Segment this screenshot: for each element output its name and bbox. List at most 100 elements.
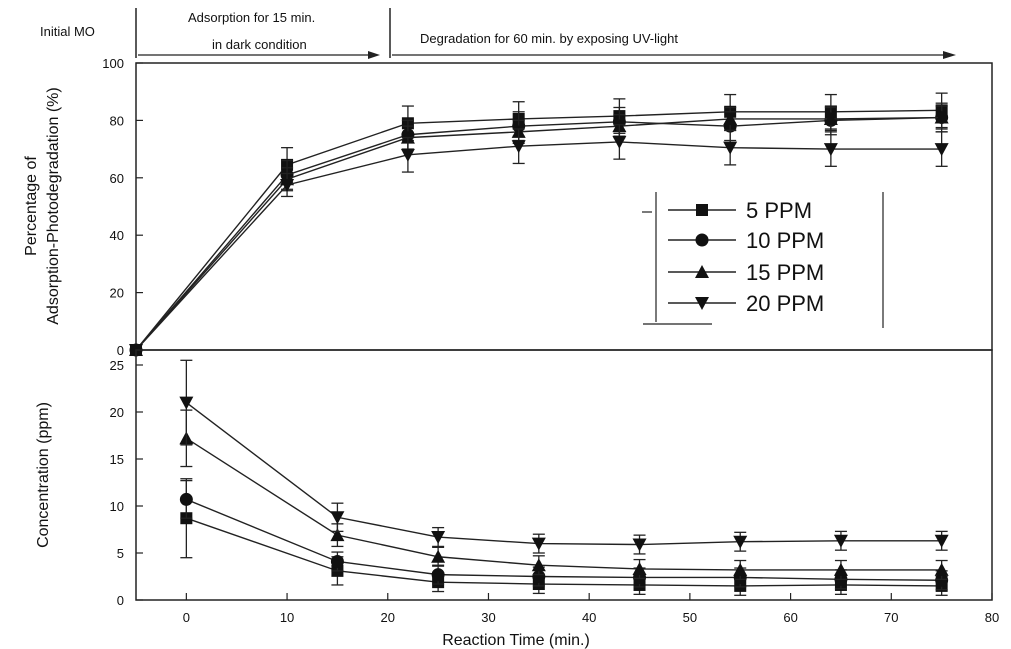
bottom-y-tick-label: 10 <box>110 499 124 514</box>
x-tick-label: 20 <box>381 610 395 625</box>
legend-entry-2: 15 PPM <box>668 260 824 285</box>
legend-label: 5 PPM <box>746 198 812 223</box>
legend-label: 15 PPM <box>746 260 824 285</box>
bottom-series-line <box>185 402 942 546</box>
legend-entry-3: 20 PPM <box>668 291 824 316</box>
bottom-data-point <box>531 558 546 572</box>
bottom-series-group <box>179 359 949 596</box>
top-data-point <box>934 110 949 124</box>
top-data-point <box>823 143 838 157</box>
bottom-data-point <box>632 561 647 575</box>
top-series-line <box>135 116 942 351</box>
top-y-axis: 0 20 40 60 80 100 <box>102 56 143 358</box>
top-data-point <box>400 148 415 162</box>
top-data-point <box>934 143 949 157</box>
top-y-tick-label: 40 <box>110 228 124 243</box>
bottom-data-point <box>532 570 546 583</box>
top-series-3 <box>129 124 949 357</box>
top-series-2 <box>129 105 949 356</box>
bottom-series-2 <box>179 409 949 580</box>
bottom-data-point <box>330 528 345 542</box>
top-ylabel-line1: Percentage of <box>23 156 40 256</box>
bottom-series-1 <box>179 479 949 591</box>
bottom-data-point <box>935 573 949 587</box>
legend-label: 20 PPM <box>746 291 824 316</box>
x-tick-label: 70 <box>884 610 898 625</box>
top-series-1 <box>129 102 949 357</box>
bottom-data-point <box>733 535 748 549</box>
bottom-plot-frame <box>135 349 993 601</box>
adsorption-label-line2: in dark condition <box>212 37 307 52</box>
bottom-data-point <box>833 534 848 548</box>
adsorption-arrowhead <box>368 51 380 59</box>
top-data-point <box>511 140 526 154</box>
bottom-y-tick-label: 0 <box>117 593 124 608</box>
legend-entry-0: 5 PPM <box>668 198 812 223</box>
top-data-point <box>612 135 627 149</box>
bottom-data-point <box>179 492 193 506</box>
bottom-data-point <box>330 554 344 568</box>
bottom-y-axis: 0 5 10 15 20 25 <box>110 358 143 608</box>
bottom-data-point <box>833 562 848 576</box>
legend-marker <box>695 233 709 247</box>
bottom-data-point <box>179 396 194 410</box>
top-y-tick-label: 80 <box>110 113 124 128</box>
top-series-0 <box>130 92 948 356</box>
top-data-point <box>280 178 295 192</box>
top-data-point <box>723 141 738 155</box>
bottom-data-point <box>934 534 949 548</box>
degradation-label: Degradation for 60 min. by exposing UV-l… <box>420 31 678 46</box>
bottom-data-point <box>733 562 748 576</box>
top-plot-frame <box>135 62 993 351</box>
bottom-y-tick-label: 5 <box>117 546 124 561</box>
top-y-tick-label: 20 <box>110 286 124 301</box>
initial-mo-label: Initial MO <box>40 24 95 39</box>
top-y-tick-label: 60 <box>110 171 124 186</box>
bottom-data-point <box>934 562 949 576</box>
bottom-y-tick-label: 25 <box>110 358 124 373</box>
x-tick-label: 50 <box>683 610 697 625</box>
top-ylabel-line2: Adsorption-Photodegradation (%) <box>45 87 62 324</box>
top-series-group <box>129 92 949 357</box>
bottom-y-tick-label: 15 <box>110 452 124 467</box>
bottom-y-tick-label: 20 <box>110 405 124 420</box>
top-panel: 0 20 40 60 80 100 Percentage of Adsorption-Ph… <box>23 56 993 358</box>
bottom-series-line <box>186 498 942 581</box>
bottom-data-point <box>632 538 647 552</box>
top-series-line <box>135 141 942 351</box>
bottom-series-3 <box>179 359 949 555</box>
legend-entry-1: 10 PPM <box>668 228 824 253</box>
top-series-line <box>135 116 942 351</box>
degradation-arrowhead <box>943 51 956 59</box>
legend-label: 10 PPM <box>746 228 824 253</box>
bottom-data-point <box>431 531 446 545</box>
legend: 5 PPM 10 PPM 15 PPM 20 PPM <box>642 192 884 328</box>
legend-marker <box>696 204 708 216</box>
bottom-series-line <box>185 437 942 571</box>
bottom-data-point <box>330 511 345 525</box>
x-tick-label: 0 <box>183 610 190 625</box>
adsorption-label-line1: Adsorption for 15 min. <box>188 10 315 25</box>
top-y-tick-label: 100 <box>102 56 124 71</box>
top-series-line <box>135 109 942 351</box>
phase-header: Initial MO Adsorption for 15 min. in dar… <box>40 8 956 59</box>
bottom-series-line <box>186 517 942 587</box>
x-tick-label: 10 <box>280 610 294 625</box>
x-tick-label: 40 <box>582 610 596 625</box>
bottom-x-axis: 0 10 20 30 40 50 60 70 80 <box>183 593 999 625</box>
x-tick-label: 30 <box>481 610 495 625</box>
bottom-xlabel: Reaction Time (min.) <box>442 632 590 649</box>
bottom-panel: 0 5 10 15 20 25 0 10 20 30 40 50 60 70 80 Concentrati… <box>35 349 999 649</box>
legend-marker <box>695 265 709 278</box>
bottom-series-0 <box>180 478 948 596</box>
bottom-data-point <box>431 568 445 582</box>
bottom-data-point <box>431 549 446 563</box>
top-data-point <box>723 111 738 125</box>
legend-marker <box>695 297 709 310</box>
x-tick-label: 80 <box>985 610 999 625</box>
bottom-ylabel: Concentration (ppm) <box>35 402 52 548</box>
bottom-data-point <box>531 537 546 551</box>
x-tick-label: 60 <box>783 610 797 625</box>
top-y-tick-label: 0 <box>117 343 124 358</box>
